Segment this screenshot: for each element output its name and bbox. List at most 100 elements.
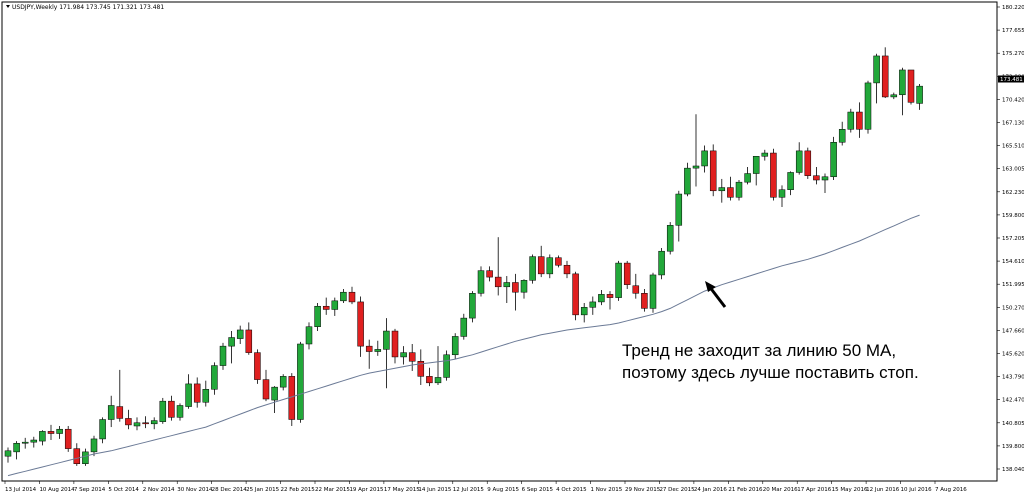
candle-body [563,264,571,275]
y-axis: 180.220177.655175.270172.880170.420167.1… [997,5,1024,473]
candle-body [107,405,115,420]
candle [133,417,141,431]
candle [692,114,700,187]
candle-body [623,262,631,285]
candle [176,403,184,421]
candle-body [211,365,218,390]
candle-body [529,256,536,281]
candle-body [770,152,777,198]
candle-body [365,345,373,352]
candle [443,350,450,381]
y-tick-label: 165.510 [1002,144,1024,150]
candle-body [4,450,12,457]
current-price-label: 173.481 [1000,77,1023,83]
candle [125,409,132,430]
candle [856,102,863,138]
candle-body [228,337,235,347]
candle [305,322,313,350]
y-tick-label: 154.610 [1002,259,1024,265]
candle [73,443,81,466]
candle [340,288,347,303]
candle [30,436,38,448]
candle-body [813,175,820,181]
candle [684,162,691,197]
candle-body [804,150,812,176]
candle-body [262,379,270,400]
candle [4,447,12,463]
candle [512,273,519,311]
candle-body [133,422,141,427]
candle-body [580,307,588,316]
y-tick-label: 180.220 [1002,5,1024,11]
candle-body [30,439,38,443]
candle [494,237,502,296]
candle-body [357,301,364,347]
candle-body [443,354,450,378]
candle-body [125,418,132,426]
candle [451,333,459,360]
candle-body [684,167,691,195]
candle [116,369,124,422]
candle [615,260,622,301]
y-tick-label: 177.655 [1002,28,1024,34]
candle-body [727,187,734,198]
candle-body [202,389,210,403]
current-price-box [998,75,1024,83]
x-tick-label: 15 May 2016 [832,487,868,493]
candle-body [589,301,597,308]
symbol-header: USDJPY,Weekly 171.984 173.745 171.321 17… [12,4,164,11]
candle-body [572,273,579,316]
candle [211,362,218,395]
candle [64,425,72,452]
candle-body [185,383,192,407]
x-tick-label: 20 Mar 2016 [763,487,798,493]
candle-body [864,82,872,130]
x-tick-label: 10 Jul 2016 [901,487,933,493]
candle [262,369,270,402]
candle [813,167,820,185]
candle [709,144,717,197]
x-tick-label: 25 Jan 2015 [246,487,279,493]
candle [159,397,167,424]
candle [236,325,244,344]
y-tick-label: 147.660 [1002,328,1024,334]
candle-body [374,349,382,352]
candle-body [598,294,605,303]
candle [641,288,648,312]
candle [322,297,330,315]
candle-body [391,330,399,358]
y-tick-label: 138.040 [1002,467,1024,473]
candle [907,69,915,105]
candle [649,272,657,313]
candle-body [546,257,554,275]
candle [520,279,528,299]
candle [90,435,98,457]
candle-body [39,431,46,442]
candle [486,266,493,282]
candle [254,349,261,384]
candle [331,297,339,316]
candle-body [460,317,468,337]
annotation-line-2: поэтому здесь лучше поставить стоп. [622,363,919,382]
candle [279,374,287,391]
candle [770,148,777,201]
candle [47,424,55,441]
candle [245,322,253,355]
current-price-marker: 173.481 [998,75,1024,83]
candle [82,448,89,466]
y-tick-label: 167.130 [1002,121,1024,127]
candle-body [787,172,794,190]
candle [804,147,812,179]
candle-body [168,400,175,418]
arrow-head-icon [705,281,716,292]
y-tick-label: 159.800 [1002,213,1024,219]
y-tick-label: 170.420 [1002,97,1024,103]
candle-body [752,156,760,174]
x-tick-label: 12 Jun 2016 [866,487,900,493]
candle-body [116,406,124,419]
candles-layer [4,47,923,466]
candle-body [254,352,261,380]
ma-line [7,214,920,477]
x-tick-label: 2 Nov 2014 [143,487,175,493]
symbol-dropdown-icon[interactable] [6,5,10,8]
